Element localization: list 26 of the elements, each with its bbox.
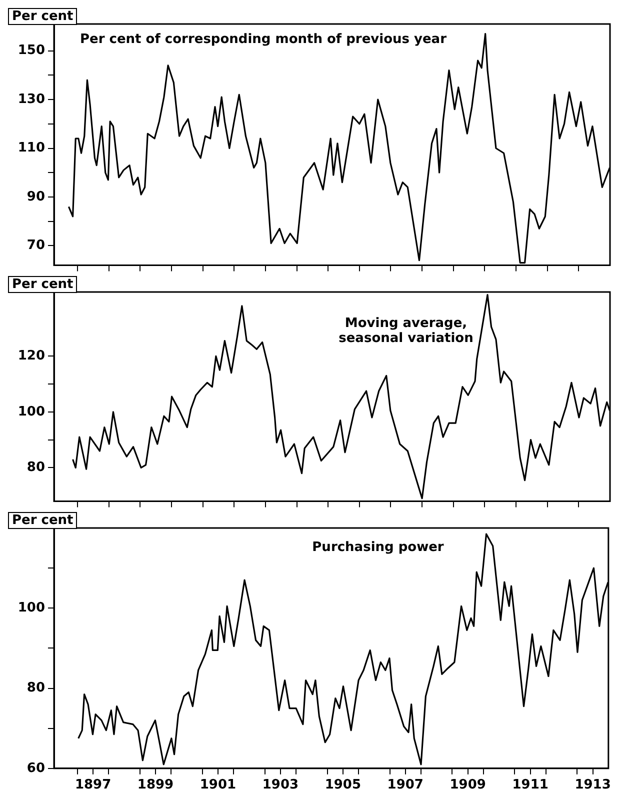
x-tick-label: 1897 <box>74 778 112 793</box>
y-tick-label: 150 <box>18 43 45 58</box>
text: Per cent of corresponding month of previous year <box>80 32 448 47</box>
y-tick-label: 70 <box>26 238 45 254</box>
text: Purchasing power <box>311 540 445 555</box>
text: Moving average, seasonal variation <box>338 316 474 346</box>
x-tick-label: 1911 <box>512 778 548 793</box>
x-tick-label: 1899 <box>137 778 174 793</box>
y-tick-label: 80 <box>26 460 45 476</box>
x-tick-label: 1905 <box>324 778 362 793</box>
y-tick-label: 120 <box>18 348 45 364</box>
x-tick-label: 1903 <box>262 778 299 793</box>
y-axis-title: Per cent <box>8 512 78 529</box>
y-tick-label: 60 <box>26 760 45 776</box>
x-tick-label: 1907 <box>387 778 424 793</box>
y-tick-label: 100 <box>18 600 45 616</box>
y-tick-label: 100 <box>18 404 45 420</box>
x-tick-label: 1901 <box>200 778 236 793</box>
y-axis-title: Per cent <box>8 8 78 25</box>
y-tick-label: 90 <box>26 189 45 204</box>
y-tick-label: 130 <box>18 92 45 107</box>
y-axis-title: Per cent <box>8 276 78 293</box>
x-tick-label: 1913 <box>574 778 611 793</box>
y-tick-label: 80 <box>26 680 45 696</box>
y-tick-label: 110 <box>18 140 45 156</box>
x-tick-label: 1909 <box>450 778 486 793</box>
